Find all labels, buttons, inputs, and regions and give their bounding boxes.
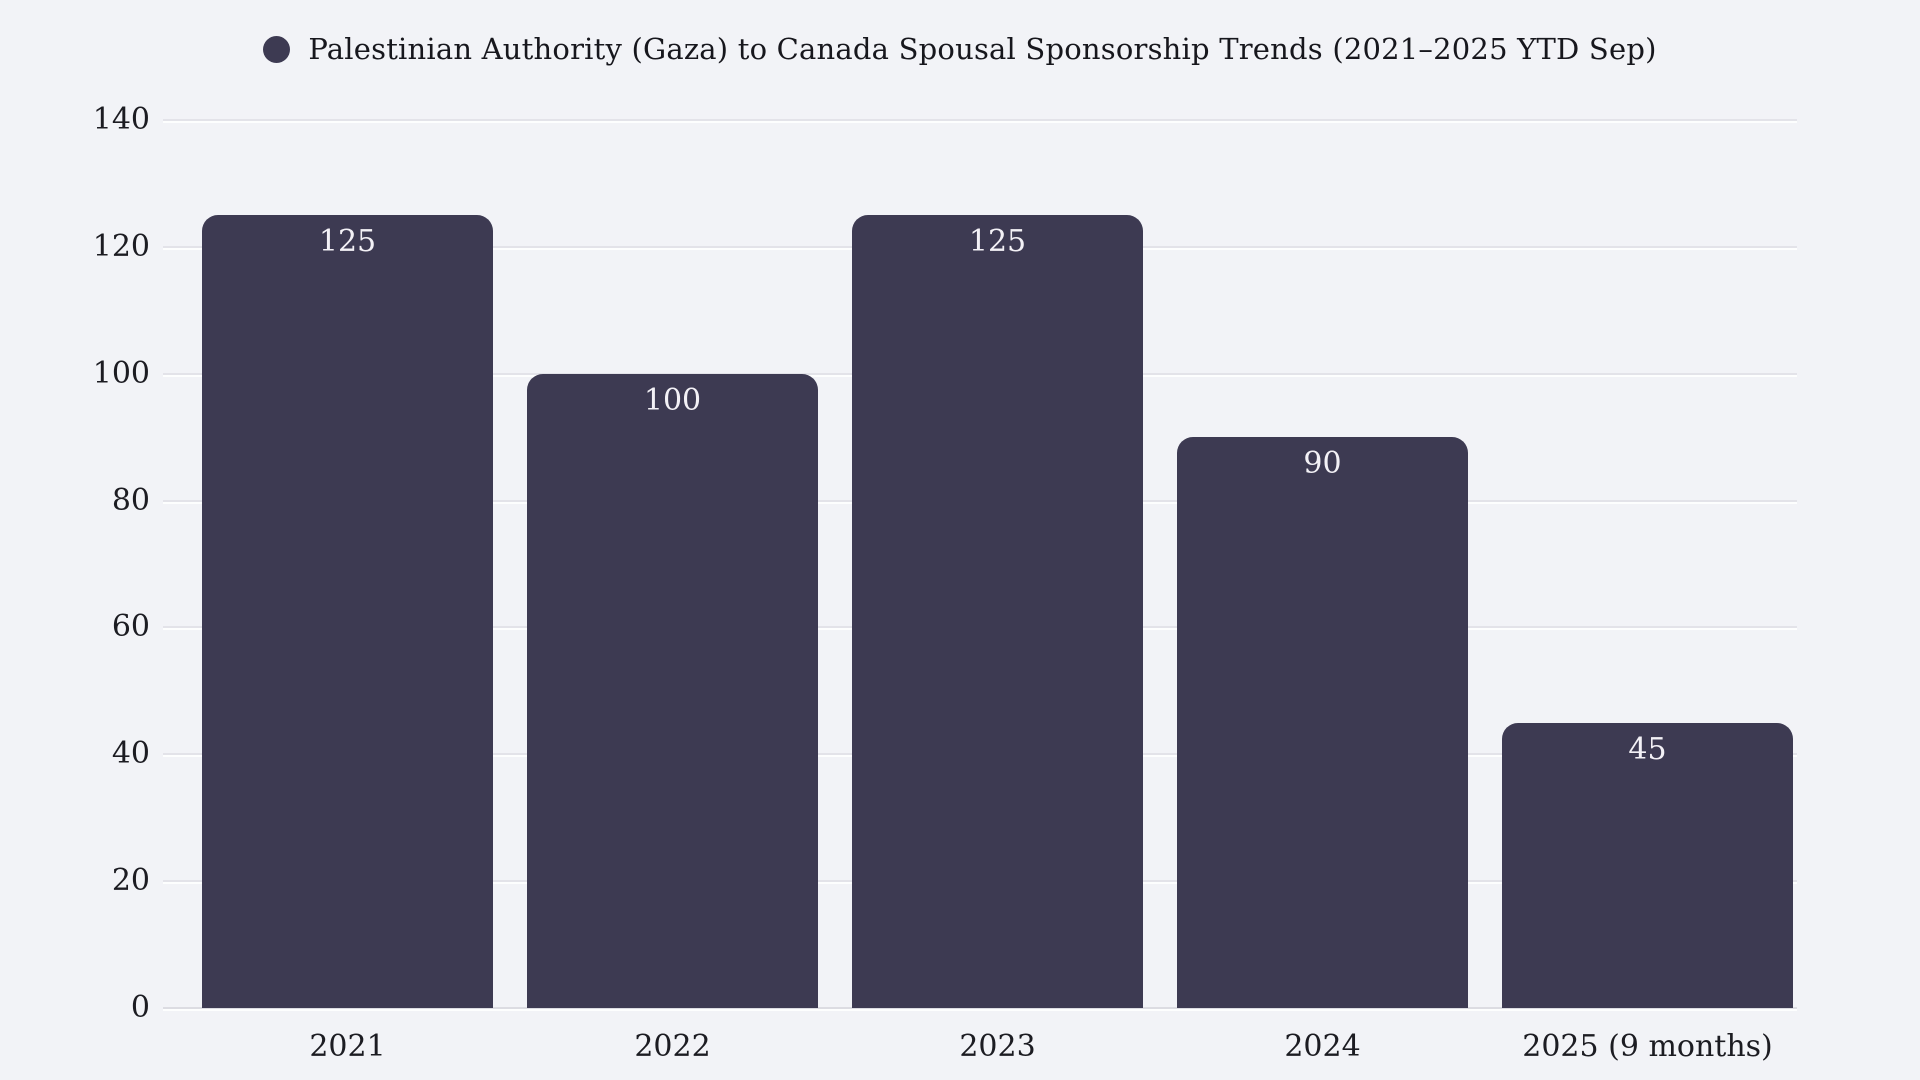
y-tick-label: 120 [92,228,150,264]
bar-2024[interactable]: 90 [1177,437,1468,1008]
y-tick-label: 40 [111,736,150,772]
legend: Palestinian Authority (Gaza) to Canada S… [0,32,1920,66]
gridline-y-0 [163,1007,1797,1009]
x-axis-label: 2021 [309,1029,386,1064]
bar-2022[interactable]: 100 [527,373,818,1008]
y-tick-label: 20 [111,863,150,899]
y-tick-label: 140 [92,102,150,137]
bar-2021[interactable]: 125 [202,215,493,1008]
y-tick-label: 0 [130,990,150,1025]
x-axis-label: 2025 (9 months) [1522,1029,1773,1064]
bar-2023[interactable]: 125 [852,215,1143,1008]
x-axis-label: 2024 [1284,1029,1361,1064]
y-tick-label: 80 [111,482,150,518]
bar-value-label: 100 [643,382,702,418]
bar-value-label: 90 [1303,446,1342,482]
x-axis-label: 2023 [959,1029,1036,1064]
bar-value-label: 125 [968,224,1027,260]
legend-marker-icon [263,35,291,63]
gridline-y-140 [163,119,1797,121]
bar-value-label: 125 [318,224,377,260]
bar-2025 (9 months)[interactable]: 45 [1502,722,1793,1008]
x-axis-label: 2022 [634,1029,711,1064]
y-tick-label: 60 [111,609,150,645]
chart-title: Palestinian Authority (Gaza) to Canada S… [308,32,1657,66]
bar-value-label: 45 [1628,731,1667,767]
y-tick-label: 100 [92,355,150,391]
